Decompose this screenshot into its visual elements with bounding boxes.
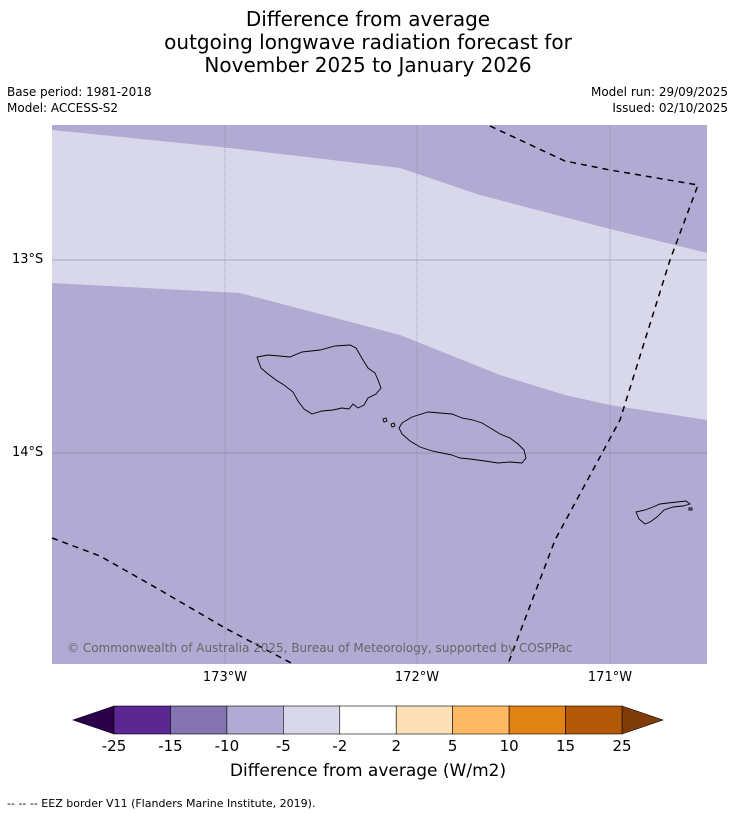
eez-border-east bbox=[489, 125, 700, 665]
island-tutuila bbox=[635, 500, 691, 525]
colorbar-tick-2: -10 bbox=[214, 737, 240, 755]
lat-label-14s: 14°S bbox=[12, 445, 44, 460]
island-aunuu bbox=[688, 507, 693, 511]
model-name: Model: ACCESS-S2 bbox=[7, 101, 119, 115]
model-run: Model run: 29/09/2025 bbox=[590, 85, 728, 99]
meta-left: Base period: 1981-2018 Model: ACCESS-S2 bbox=[7, 84, 152, 116]
eez-footnote: -- -- -- EEZ border V11 (Flanders Marine… bbox=[7, 797, 316, 810]
colorbar-tick-6: 5 bbox=[447, 737, 458, 755]
colorbar-swatch-3 bbox=[283, 705, 341, 735]
colorbar-tick-9: 25 bbox=[612, 737, 632, 755]
colorbar-tick-3: -5 bbox=[275, 737, 291, 755]
colorbar-label: Difference from average (W/m2) bbox=[229, 761, 507, 781]
colorbar bbox=[72, 705, 664, 735]
colorbar-tick-5: 2 bbox=[391, 737, 401, 755]
anomaly-region-minus2-minus5 bbox=[52, 130, 707, 420]
colorbar-swatch-1 bbox=[170, 705, 228, 735]
title-line-1: Difference from average bbox=[245, 7, 491, 31]
title-line-3: November 2025 to January 2026 bbox=[204, 53, 532, 77]
colorbar-swatch-0 bbox=[113, 705, 171, 735]
island-upolu bbox=[398, 411, 527, 464]
map-title: Difference from average outgoing longwav… bbox=[0, 8, 736, 77]
issued-date: Issued: 02/10/2025 bbox=[612, 101, 728, 115]
colorbar-tick-7: 10 bbox=[499, 737, 519, 755]
colorbar-swatch-5 bbox=[395, 705, 453, 735]
eez-borders bbox=[51, 125, 700, 665]
colorbar-swatch-8 bbox=[565, 705, 623, 735]
island-manono bbox=[382, 417, 388, 423]
colorbar-tick-0: -25 bbox=[101, 737, 127, 755]
lon-label-173w: 173°W bbox=[202, 670, 248, 685]
islands bbox=[256, 344, 693, 525]
colorbar-extend-low bbox=[72, 705, 115, 735]
colorbar-swatch-4 bbox=[339, 705, 397, 735]
colorbar-swatch-2 bbox=[226, 705, 284, 735]
colorbar-tick-1: -15 bbox=[158, 737, 183, 755]
colorbar-tick-8: 15 bbox=[556, 737, 576, 755]
title-line-2: outgoing longwave radiation forecast for bbox=[164, 30, 572, 54]
eez-border-southwest bbox=[51, 537, 294, 665]
colorbar-swatch-6 bbox=[452, 705, 510, 735]
lon-label-171w: 171°W bbox=[587, 670, 633, 685]
colorbar-swatch-7 bbox=[508, 705, 566, 735]
island-savaii bbox=[256, 344, 382, 415]
copyright-notice: © Commonwealth of Australia 2025, Bureau… bbox=[67, 641, 573, 655]
base-period: Base period: 1981-2018 bbox=[7, 85, 152, 99]
island-apolima bbox=[390, 422, 396, 428]
lat-label-13s: 13°S bbox=[12, 252, 44, 267]
meta-right: Model run: 29/09/2025 Issued: 02/10/2025 bbox=[591, 84, 728, 116]
colorbar-extend-high bbox=[621, 705, 664, 735]
lon-label-172w: 172°W bbox=[394, 670, 440, 685]
colorbar-tick-4: -2 bbox=[332, 737, 348, 755]
graticule bbox=[52, 125, 707, 664]
